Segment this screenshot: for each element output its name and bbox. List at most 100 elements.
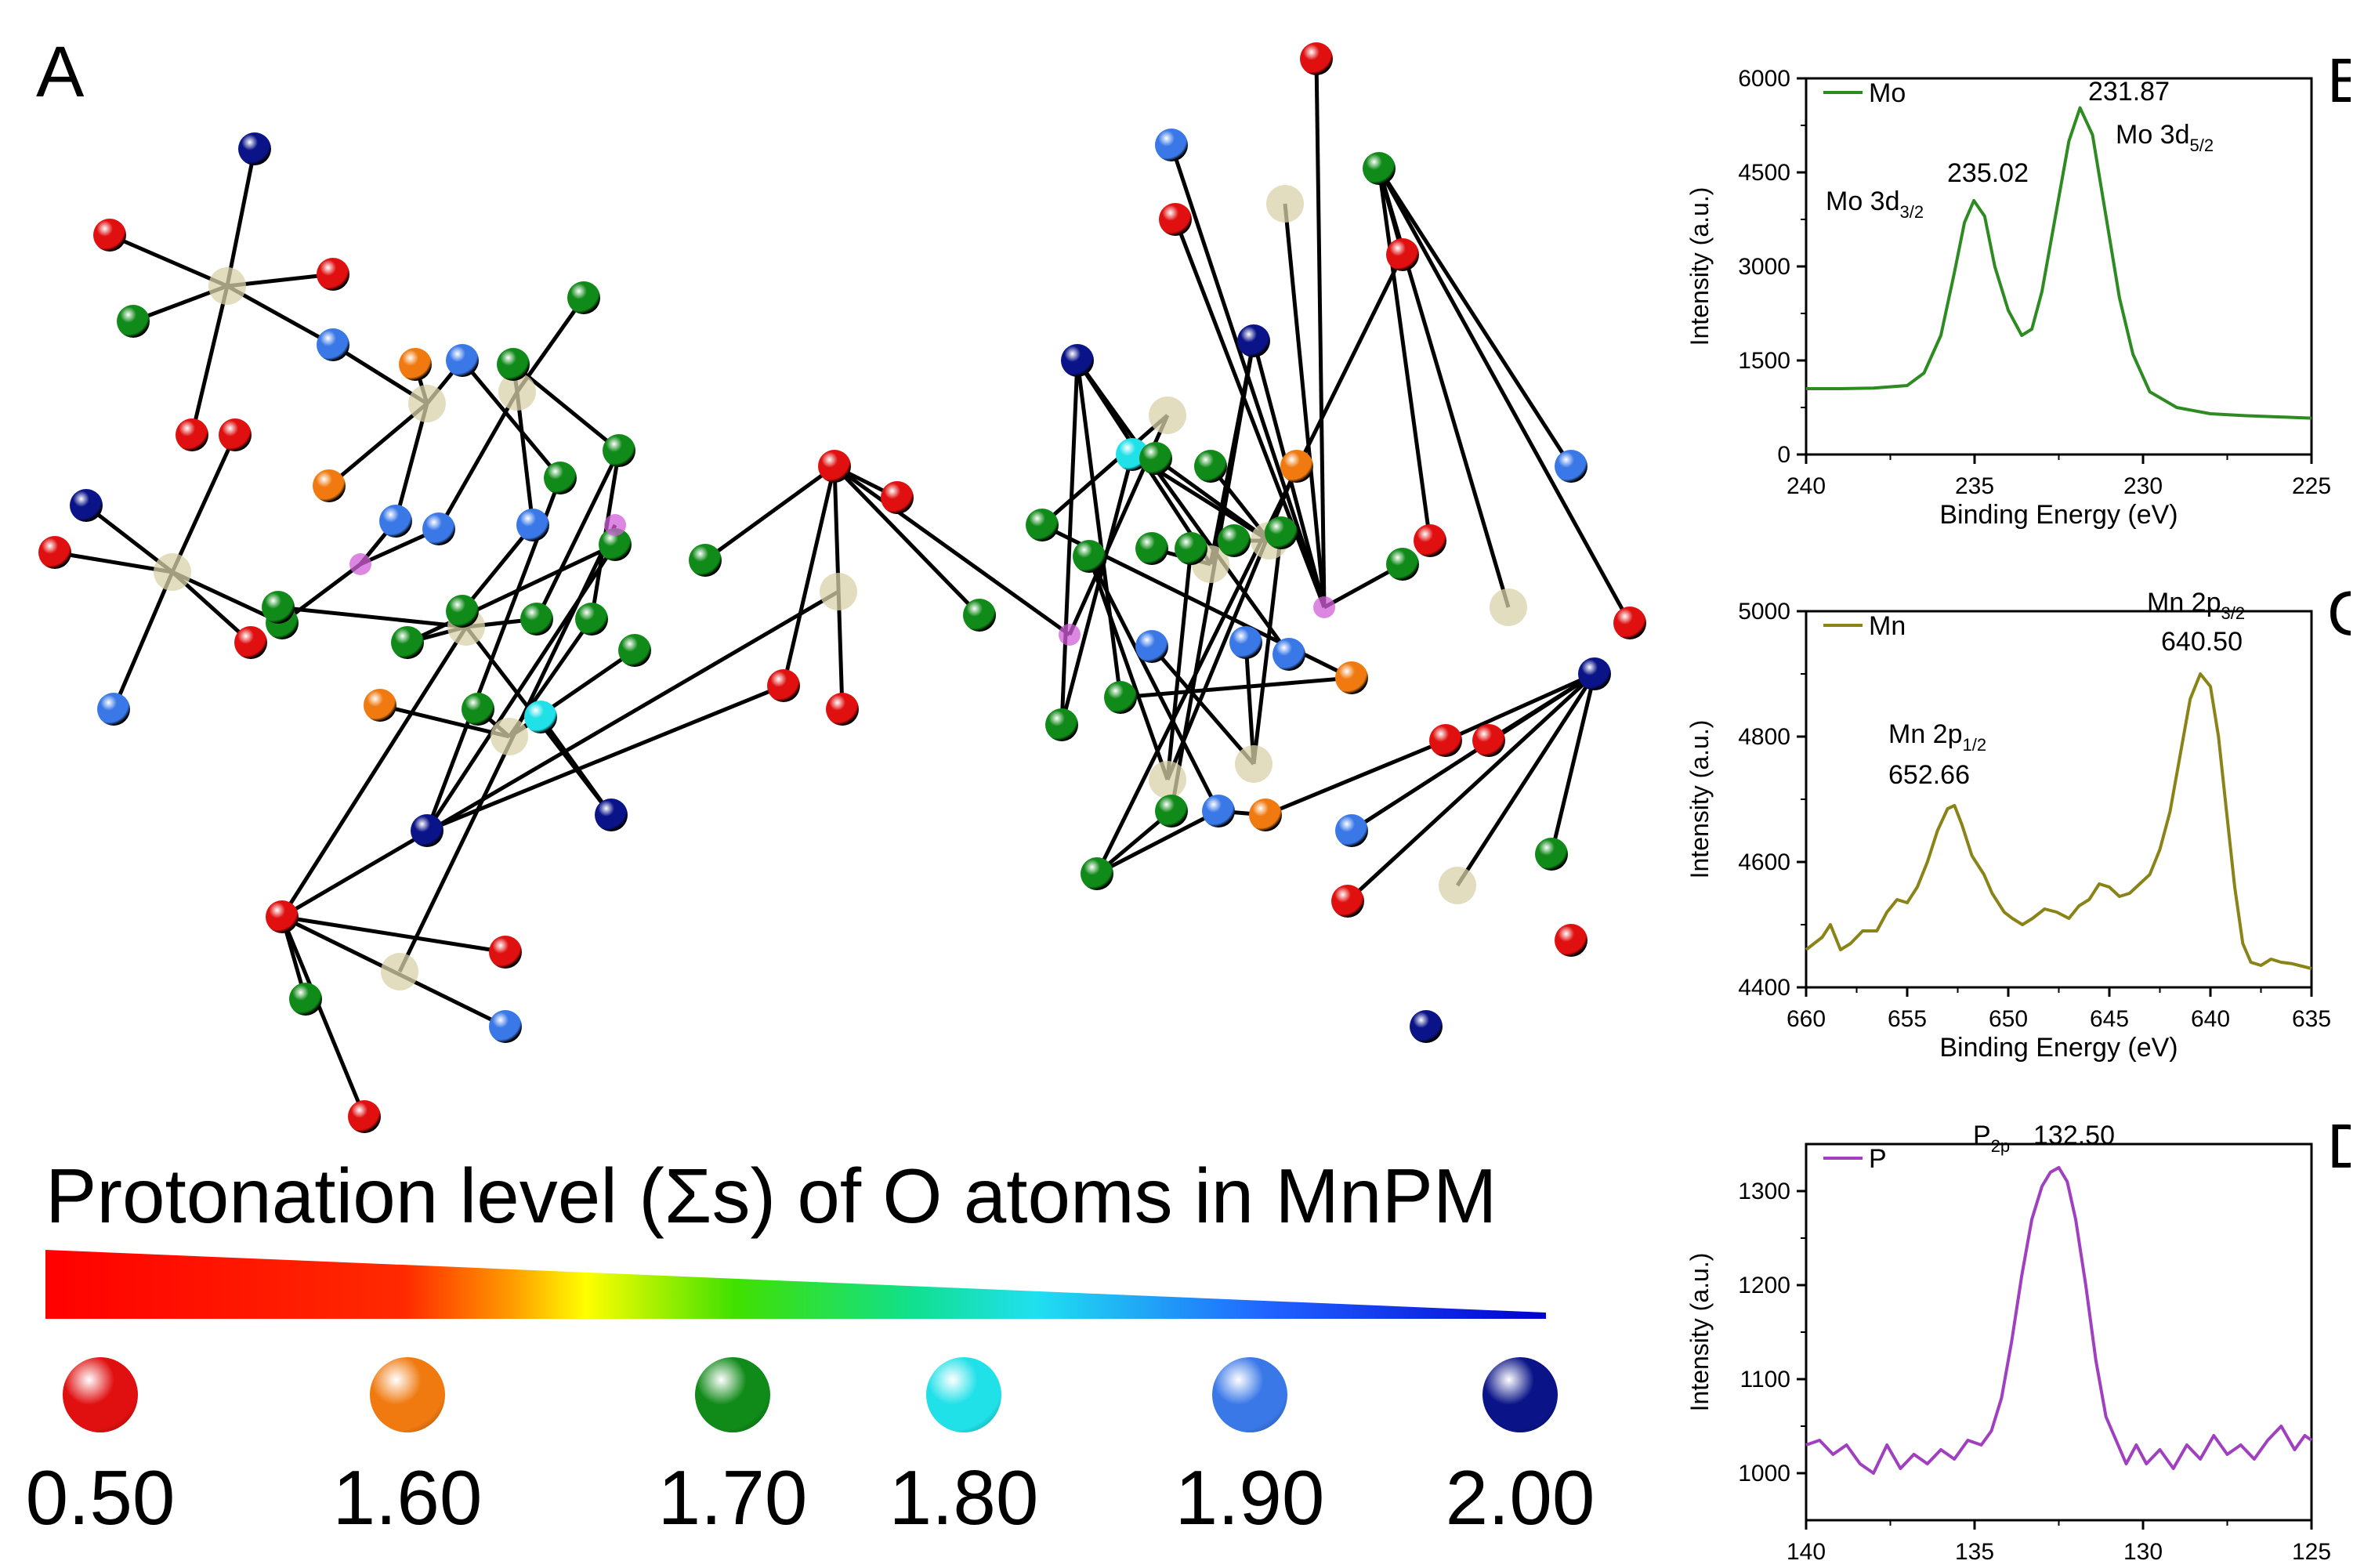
oxygen-atom <box>516 509 549 541</box>
bond <box>393 403 429 522</box>
bond <box>1095 809 1220 876</box>
y-tick-label: 1500 <box>1738 348 1790 374</box>
oxygen-atom <box>1026 509 1059 541</box>
legend-label: Mo <box>1869 78 1906 108</box>
protonation-gradient-bar <box>45 1250 1546 1319</box>
y-tick-label: 4500 <box>1738 160 1790 186</box>
scale-ball-1-70 <box>695 1357 770 1432</box>
oxygen-atom <box>1202 795 1235 827</box>
plot-frame <box>1805 1143 2313 1522</box>
x-axis-label: Binding Energy (eV) <box>1939 1566 2178 1568</box>
oxygen-atom <box>1410 1010 1443 1043</box>
oxygen-atom <box>818 450 851 483</box>
y-tick-label: 1000 <box>1738 1461 1790 1487</box>
scale-value: 0.50 <box>25 1454 176 1541</box>
oxygen-atom <box>176 418 208 451</box>
phosphorus-atom <box>1059 624 1081 646</box>
bond <box>1041 414 1169 527</box>
scale-value: 1.90 <box>1175 1454 1325 1541</box>
bond <box>833 464 1071 637</box>
metal-atom <box>498 373 536 411</box>
y-axis-label: Intensity (a.u.) <box>1685 720 1714 879</box>
metal-atom <box>1439 867 1476 904</box>
oxygen-atom <box>391 626 424 659</box>
x-tick-label: 230 <box>2123 473 2163 499</box>
scale-value: 2.00 <box>1445 1454 1595 1541</box>
bond <box>111 571 175 710</box>
bond <box>1377 167 1573 468</box>
oxygen-atom <box>38 536 71 569</box>
bond <box>1346 672 1596 903</box>
bond <box>1087 556 1170 780</box>
y-tick-label: 0 <box>1777 442 1790 468</box>
phosphorus-atom <box>604 514 626 536</box>
oxygen-atom <box>348 1100 381 1133</box>
oxygen-atom <box>1135 630 1168 663</box>
phosphorus-atom <box>1313 596 1335 618</box>
oxygen-atom <box>289 983 322 1016</box>
metal-atom <box>408 385 446 422</box>
oxygen-atom <box>1045 708 1078 741</box>
oxygen-atom <box>689 544 722 577</box>
x-tick-label: 640 <box>2191 1006 2230 1032</box>
oxygen-atom <box>489 936 522 969</box>
xps-chart-mo: 240 235 230 225 0 1500 3000 4500 6000 Binding Ene… <box>1685 45 2351 530</box>
x-tick-label: 235 <box>1955 473 1994 499</box>
bond <box>1095 253 1405 875</box>
bond <box>1075 359 1291 656</box>
bond <box>280 916 367 1117</box>
bond <box>1377 167 1632 625</box>
y-tick-label: 1100 <box>1740 1367 1790 1392</box>
panel-letter-a: A <box>36 32 85 112</box>
bond <box>1150 645 1255 766</box>
bond <box>512 363 621 452</box>
oxygen-atom <box>93 219 126 252</box>
bond <box>1314 58 1327 608</box>
panel-letter: C <box>2327 578 2351 648</box>
oxygen-atom <box>599 528 632 561</box>
peak-annotation: Mo 3d5/2 <box>2116 120 2214 155</box>
oxygen-atom <box>1555 924 1587 957</box>
metal-atom <box>154 553 191 591</box>
oxygen-atom <box>313 469 346 502</box>
panel-letter: B <box>2327 45 2351 115</box>
bond <box>54 550 173 574</box>
oxygen-atom <box>262 591 295 624</box>
x-axis-label: Binding Energy (eV) <box>1939 500 2178 530</box>
bond <box>281 914 506 954</box>
bond <box>1059 454 1135 726</box>
legend-label: Mn <box>1869 611 1906 641</box>
bonds <box>54 58 1632 1117</box>
bond <box>280 625 469 918</box>
oxygen-atom <box>1613 607 1646 639</box>
oxygen-atom <box>1249 798 1282 831</box>
peak-annotation: 640.50 <box>2161 627 2243 657</box>
oxygen-atom <box>595 798 628 831</box>
y-tick-label: 6000 <box>1738 66 1790 92</box>
xps-chart-mn: 660 655 650 645 640 635 4400 4600 4800 5000 Bindin… <box>1685 578 2351 1063</box>
oxygen-atom <box>1386 238 1419 271</box>
scale-ball-1-90 <box>1212 1357 1287 1432</box>
molecular-structure <box>38 42 1646 1133</box>
x-tick-label: 655 <box>1888 1006 1927 1032</box>
oxygen-atom <box>462 693 494 726</box>
legend-label: P <box>1869 1144 1887 1174</box>
scale-ball-2-00 <box>1482 1357 1558 1432</box>
peak-annotation: 235.02 <box>1947 158 2029 188</box>
oxygen-atom <box>1414 524 1446 557</box>
peak-annotation: 132.50 <box>2033 1121 2115 1150</box>
bond <box>1173 219 1327 608</box>
metal-atom <box>1490 588 1527 626</box>
bond <box>426 683 784 833</box>
peak-annotation: P2p <box>1973 1121 2010 1156</box>
scale-value: 1.80 <box>889 1454 1039 1541</box>
gradient-wedge <box>45 1250 1546 1319</box>
oxygen-atom <box>317 328 349 361</box>
x-tick-label: 240 <box>1787 473 1826 499</box>
metal-atom <box>491 718 528 755</box>
x-tick-label: 645 <box>2090 1006 2129 1032</box>
oxygen-atom <box>1229 626 1262 659</box>
oxygen-atom <box>399 348 432 381</box>
oxygen-atom <box>234 626 267 659</box>
bond <box>328 402 429 487</box>
